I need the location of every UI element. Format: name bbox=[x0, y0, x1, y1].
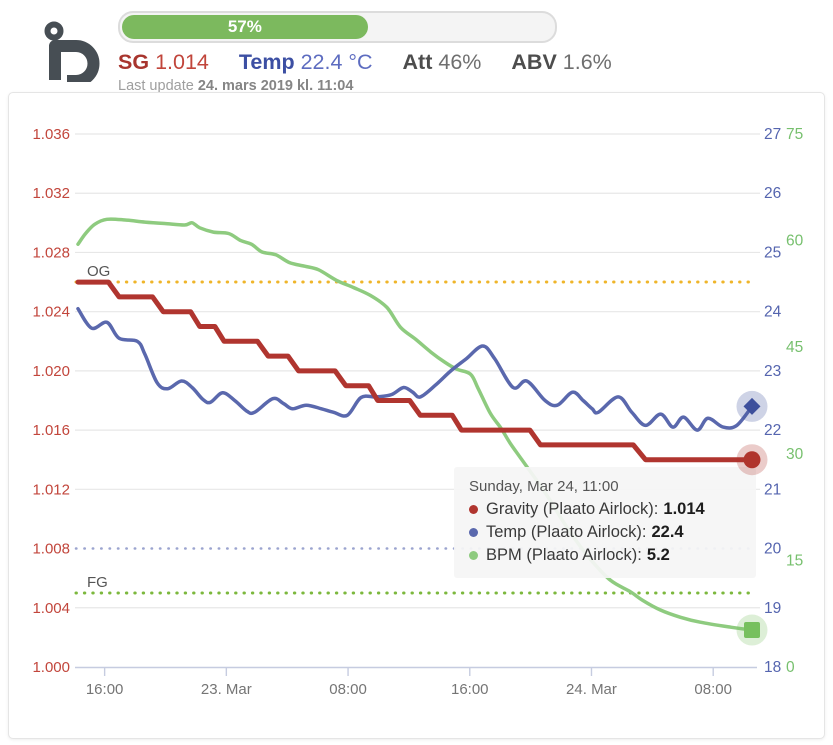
sg-tick-label: 1.024 bbox=[32, 304, 70, 321]
tooltip-bpm-value: 5.2 bbox=[646, 546, 670, 564]
temp-tick-label: 27 bbox=[764, 126, 781, 143]
bpm-tick-label: 0 bbox=[786, 659, 795, 676]
temp-tick-label: 21 bbox=[764, 481, 781, 498]
tooltip-row-gravity: Gravity (Plaato Airlock): 1.014 bbox=[469, 500, 756, 519]
temp-tick-label: 24 bbox=[764, 304, 782, 321]
temp-tick-label: 25 bbox=[764, 244, 781, 261]
sg-tick-label: 1.020 bbox=[32, 363, 70, 380]
sg-tick-label: 1.008 bbox=[32, 541, 70, 558]
temp-tick-label: 18 bbox=[764, 659, 781, 676]
tooltip-gravity-value: 1.014 bbox=[663, 500, 705, 518]
sg-tick-label: 1.012 bbox=[32, 481, 70, 498]
temp-tick-label: 23 bbox=[764, 363, 781, 380]
x-tick-label: 08:00 bbox=[694, 681, 732, 698]
sg-tick-label: 1.032 bbox=[32, 185, 70, 202]
Gravity (Plaato Airlock)-line bbox=[75, 279, 755, 463]
x-tick-label: 24. Mar bbox=[566, 681, 617, 698]
stat-abv: ABV 1.6% bbox=[511, 50, 612, 74]
fermentation-progress-bar: 57% bbox=[118, 11, 557, 43]
fg-label: FG bbox=[87, 574, 108, 591]
progress-fill: 57% bbox=[122, 15, 368, 39]
tooltip-temp-label: Temp (Plaato Airlock): bbox=[486, 523, 647, 541]
temp-tick-label: 26 bbox=[764, 185, 781, 202]
stats-row: SG 1.014 Temp 22.4 °C Att 46% ABV 1.6% bbox=[118, 50, 612, 75]
chart-tooltip: Sunday, Mar 24, 11:00 Gravity (Plaato Ai… bbox=[454, 467, 756, 578]
stat-att: Att 46% bbox=[402, 50, 482, 74]
og-label: OG bbox=[87, 263, 110, 280]
tooltip-bpm-label: BPM (Plaato Airlock): bbox=[486, 546, 642, 564]
bpm-tick-label: 75 bbox=[786, 126, 803, 143]
bpm-dot-icon bbox=[469, 551, 478, 560]
tooltip-row-bpm: BPM (Plaato Airlock): 5.2 bbox=[469, 546, 756, 565]
tooltip-temp-value: 22.4 bbox=[651, 523, 684, 541]
tooltip-gravity-label: Gravity (Plaato Airlock): bbox=[486, 500, 659, 518]
Temp (Plaato Airlock)-line bbox=[76, 306, 754, 432]
x-tick-label: 08:00 bbox=[329, 681, 367, 698]
temp-tick-label: 19 bbox=[764, 600, 781, 617]
last-update: Last update 24. mars 2019 kl. 11:04 bbox=[118, 78, 354, 94]
sg-tick-label: 1.000 bbox=[32, 659, 70, 676]
plaato-logo bbox=[44, 21, 100, 82]
tooltip-title: Sunday, Mar 24, 11:00 bbox=[469, 478, 619, 495]
sg-tick-label: 1.004 bbox=[32, 600, 70, 617]
x-tick-label: 23. Mar bbox=[201, 681, 252, 698]
bpm-tick-label: 45 bbox=[786, 339, 803, 356]
stat-sg: SG 1.014 bbox=[118, 50, 209, 74]
bpm-tick-label: 15 bbox=[786, 552, 803, 569]
header: 57% SG 1.014 Temp 22.4 °C Att 46% ABV 1.… bbox=[118, 11, 612, 94]
bpm-tick-label: 30 bbox=[786, 446, 804, 463]
gravity-dot-icon bbox=[469, 505, 478, 514]
temp-dot-icon bbox=[469, 528, 478, 537]
x-tick-label: 16:00 bbox=[451, 681, 489, 698]
progress-label: 57% bbox=[227, 17, 262, 36]
sg-tick-label: 1.028 bbox=[32, 244, 70, 261]
temp-tick-label: 22 bbox=[764, 422, 781, 439]
temp-tick-label: 20 bbox=[764, 541, 782, 558]
x-tick-label: 16:00 bbox=[86, 681, 124, 698]
chart-card bbox=[8, 92, 825, 739]
stat-temp: Temp 22.4 °C bbox=[238, 50, 373, 74]
sg-tick-label: 1.036 bbox=[32, 126, 70, 143]
sg-tick-label: 1.016 bbox=[32, 422, 70, 439]
tooltip-row-temp: Temp (Plaato Airlock): 22.4 bbox=[469, 523, 756, 542]
bpm-tick-label: 60 bbox=[786, 233, 804, 250]
